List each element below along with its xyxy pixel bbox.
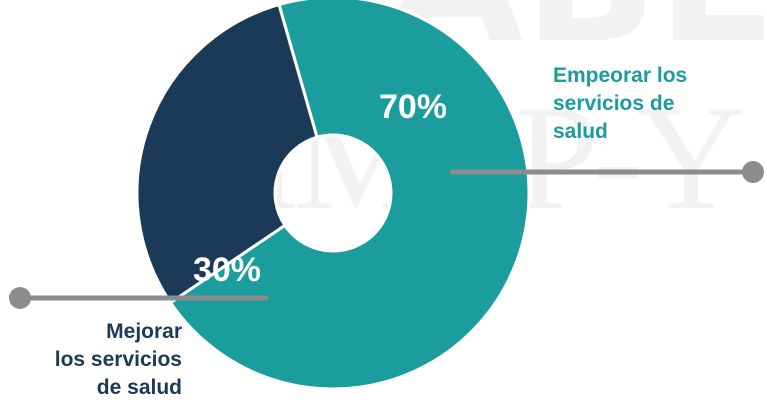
- connector-mejorar-dot: [9, 287, 31, 309]
- slice-empeorar: [169, 0, 531, 391]
- callout-line: de salud: [96, 376, 182, 399]
- callout-line: Empeorar los: [553, 64, 688, 87]
- slice-mejorar: [135, 3, 319, 305]
- slice-label-empeorar: 70%: [379, 88, 447, 126]
- callout-label-empeorar: Empeorar los servicios de salud: [553, 62, 753, 146]
- callout-line: los servicios: [54, 348, 182, 371]
- callout-label-mejorar: Mejorar los servicios de salud: [0, 318, 182, 402]
- callout-line: salud: [553, 120, 608, 143]
- connector-empeorar-dot: [742, 161, 764, 183]
- callout-line: Mejorar: [106, 320, 182, 343]
- slice-label-mejorar: 30%: [193, 251, 261, 289]
- callout-connectors: [9, 161, 764, 309]
- percentage-labels: 70% 30%: [193, 88, 447, 289]
- donut-slices: [135, 0, 531, 391]
- callout-line: servicios de: [553, 92, 675, 115]
